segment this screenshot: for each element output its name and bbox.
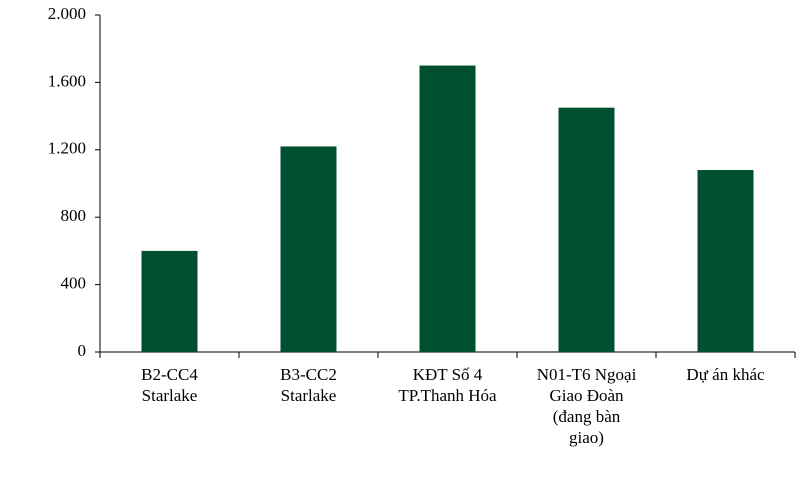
x-tick-label: B3-CC2 Starlake [280,365,337,405]
bar [697,170,754,352]
bar [141,250,198,352]
bar [558,107,615,352]
x-tick-label: N01-T6 Ngoại Giao Đoàn (đang bàn giao) [536,365,637,447]
bar [419,65,476,353]
x-tick-label: Dự án khác [686,365,765,384]
y-tick-label: 0 [78,341,87,360]
y-tick-label: 2.000 [48,4,86,23]
y-tick-label: 800 [61,206,87,225]
y-tick-label: 1.200 [48,139,86,158]
y-tick-label: 400 [61,274,87,293]
x-tick-label: B2-CC4 Starlake [141,365,198,405]
x-tick-label: KĐT Số 4 TP.Thanh Hóa [398,365,497,405]
bar [280,146,337,352]
y-tick-label: 1.600 [48,71,86,90]
